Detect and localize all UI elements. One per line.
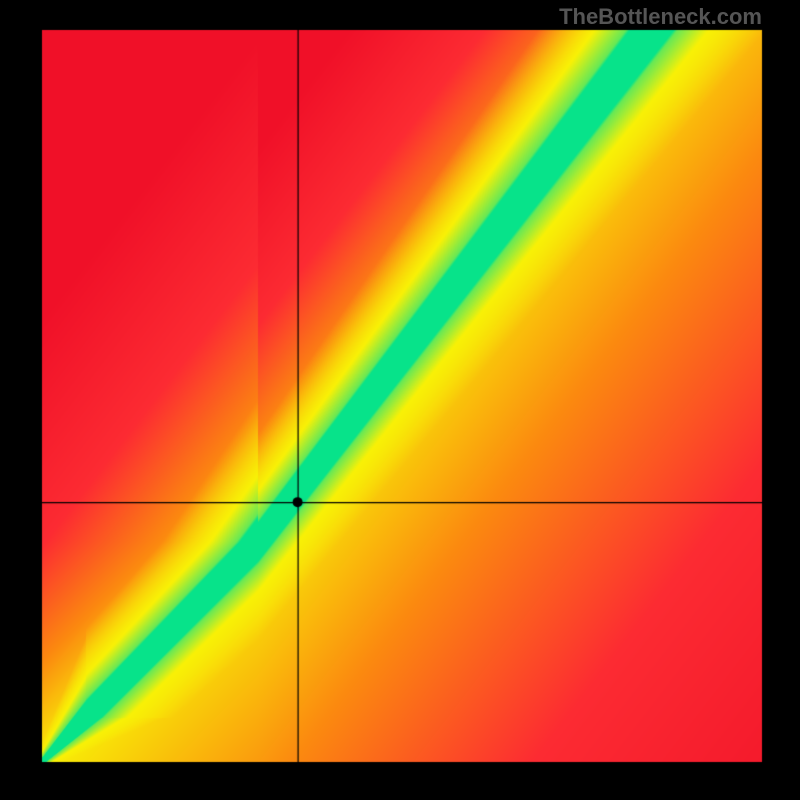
- heatmap-canvas: [0, 0, 800, 800]
- chart-container: TheBottleneck.com: [0, 0, 800, 800]
- watermark-label: TheBottleneck.com: [559, 4, 762, 30]
